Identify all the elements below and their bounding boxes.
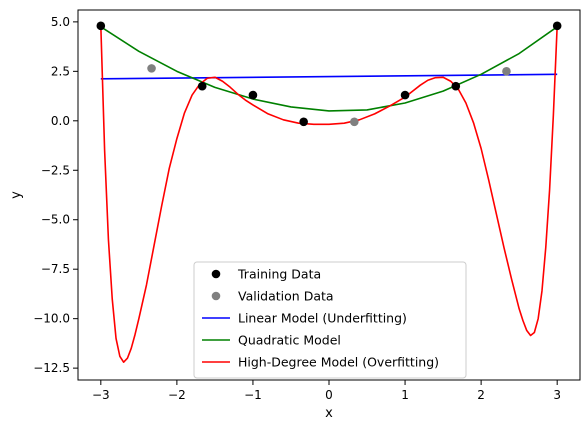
scatter-layer	[96, 21, 562, 127]
y-tick-label: 5.0	[51, 15, 70, 29]
legend-label-validation-data: Validation Data	[238, 289, 334, 304]
y-tick-label: 2.5	[51, 64, 70, 78]
x-tick-label: −3	[92, 388, 110, 402]
y-tick-label: −5.0	[41, 213, 70, 227]
x-tick-label: 3	[553, 388, 561, 402]
x-axis-ticks: −3 −2 −1 0 1 2 3	[92, 380, 561, 402]
legend-label-linear-model-underfitting: Linear Model (Underfitting)	[238, 311, 407, 326]
y-tick-label: 0.0	[51, 114, 70, 128]
point-validation-data	[147, 64, 156, 73]
legend-marker-training-data	[211, 269, 221, 279]
point-training-data	[400, 90, 410, 100]
y-tick-label: −12.5	[33, 361, 70, 375]
x-tick-label: 2	[477, 388, 485, 402]
point-training-data	[451, 81, 461, 91]
legend: Training Data Validation Data Linear Model…	[193, 261, 467, 379]
point-validation-data	[350, 117, 359, 127]
x-axis-label: x	[325, 406, 333, 421]
point-validation-data	[502, 67, 511, 76]
y-tick-label: −7.5	[41, 262, 70, 276]
legend-label-high-degree-model-overfitting: High-Degree Model (Overfitting)	[238, 355, 439, 370]
point-training-data	[197, 81, 207, 91]
y-tick-label: −2.5	[41, 163, 70, 177]
series-line-high-degree-model-overfitting	[100, 25, 558, 363]
x-tick-label: 1	[401, 388, 409, 402]
point-training-data	[248, 90, 258, 100]
series-layer	[100, 25, 558, 363]
x-tick-label: −2	[168, 388, 186, 402]
plot-area	[96, 21, 562, 363]
legend-label-quadratic-model: Quadratic Model	[238, 333, 341, 348]
legend-marker-validation-data	[211, 291, 221, 301]
legend-box	[193, 261, 467, 379]
y-axis-ticks: 5.0 2.5 0.0 −2.5 −5.0 −7.5 −10.0 −12.5	[33, 15, 78, 375]
y-tick-label: −10.0	[33, 312, 70, 326]
point-training-data	[552, 21, 562, 31]
x-tick-label: −1	[244, 388, 262, 402]
x-tick-label: 0	[325, 388, 333, 402]
y-axis-label: y	[9, 191, 24, 199]
point-training-data	[299, 117, 308, 127]
series-line-quadratic-model	[100, 26, 558, 112]
legend-label-training-data: Training Data	[237, 267, 321, 282]
point-training-data	[96, 21, 106, 31]
